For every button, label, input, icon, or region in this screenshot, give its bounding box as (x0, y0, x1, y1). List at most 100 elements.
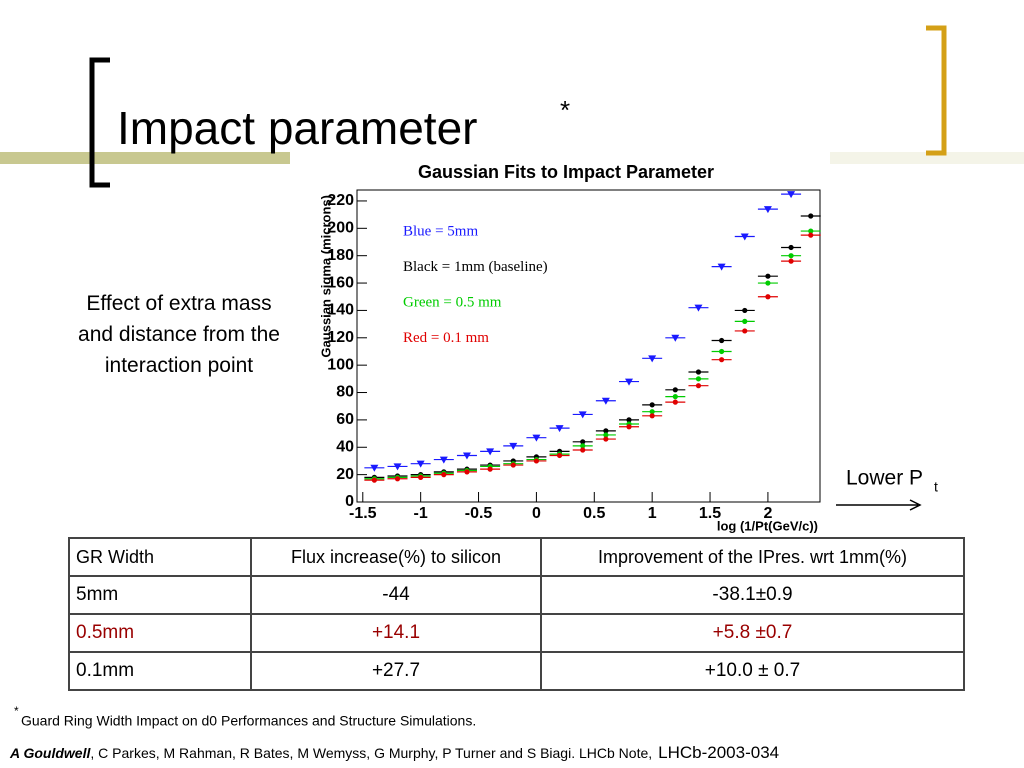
lower-pt-sub: t (934, 479, 938, 495)
point (626, 424, 632, 430)
citation: A Gouldwell, C Parkes, M Rahman, R Bates… (9, 743, 779, 762)
table-cell: 0.1mm (68, 651, 252, 691)
point (580, 439, 586, 445)
point (418, 474, 424, 480)
point (603, 436, 609, 442)
x-tick-label: 0.5 (583, 505, 605, 522)
y-tick-label: 20 (336, 466, 354, 483)
y-tick-label: 140 (327, 302, 354, 319)
point (649, 409, 655, 415)
point (441, 472, 447, 478)
point (486, 448, 495, 456)
point (808, 228, 814, 234)
x-tick-label: 1.5 (699, 505, 721, 522)
point (671, 334, 680, 342)
point (788, 253, 794, 259)
x-tick-label: 2 (763, 505, 772, 522)
point (717, 263, 726, 271)
x-tick-label: -0.5 (465, 505, 493, 522)
results-table: GR Width Flux increase(%) to silicon Imp… (68, 537, 965, 691)
y-tick-label: 0 (345, 493, 354, 510)
title-bar (0, 152, 290, 164)
point (626, 417, 632, 423)
y-tick-label: 160 (327, 274, 354, 291)
y-tick-label: 180 (327, 247, 354, 264)
point (464, 469, 470, 475)
point (672, 399, 678, 405)
point (625, 378, 634, 386)
point (533, 458, 540, 464)
y-tick-label: 220 (327, 192, 354, 209)
point (788, 258, 794, 264)
legend-entry: Green = 0.5 mm (403, 294, 502, 310)
citation-rest: , C Parkes, M Rahman, R Bates, M Wemyss,… (90, 745, 652, 761)
point (808, 213, 814, 219)
table-row: 0.1mm +27.7 +10.0 ± 0.7 (68, 651, 965, 691)
footnote: Guard Ring Width Impact on d0 Performanc… (21, 713, 476, 729)
point (394, 476, 401, 482)
table-row: 0.5mm +14.1 +5.8 ±0.7 (68, 613, 965, 653)
table-cell: +14.1 (250, 613, 542, 653)
point (649, 413, 655, 419)
point (765, 294, 771, 300)
table-cell: -38.1±0.9 (540, 575, 965, 615)
slide-title: Impact parameter (117, 102, 477, 154)
point (487, 466, 493, 472)
point (763, 206, 772, 214)
point (808, 232, 814, 238)
title-mark: * (560, 95, 570, 125)
point (719, 348, 725, 355)
point (510, 462, 516, 468)
header-cell: GR Width (68, 537, 252, 577)
y-tick-label: 60 (336, 411, 354, 428)
point (788, 244, 794, 251)
side-text: Effect of extra mass and distance from t… (78, 292, 280, 377)
plot-frame (356, 189, 821, 503)
y-tick-label: 100 (327, 356, 354, 373)
x-tick-label: -1 (414, 505, 428, 522)
table-cell: +5.8 ±0.7 (540, 613, 965, 653)
y-tick-label: 200 (327, 220, 354, 237)
citation-lead: A Gouldwell (9, 745, 91, 761)
point (719, 337, 725, 344)
point (740, 233, 749, 241)
table-cell: 5mm (68, 575, 252, 615)
point (695, 369, 702, 375)
legend-entry: Red = 0.1 mm (403, 330, 489, 346)
point (439, 456, 448, 464)
point (742, 318, 748, 324)
table-cell: -44 (250, 575, 542, 615)
table-cell: +10.0 ± 0.7 (540, 651, 965, 691)
legend-entry: Blue = 5mm (403, 223, 478, 239)
point (580, 443, 586, 449)
point (580, 447, 586, 453)
header-cell: Improvement of the IPres. wrt 1mm(%) (540, 537, 965, 577)
table-cell: 0.5mm (68, 613, 252, 653)
point (672, 394, 678, 400)
y-tick-label: 40 (336, 438, 354, 455)
point (371, 477, 377, 483)
point (416, 460, 425, 468)
x-tick-label: -1.5 (349, 505, 377, 522)
point (603, 428, 609, 434)
table-cell: +27.7 (250, 651, 542, 691)
header-row: GR Width Flux increase(%) to silicon Imp… (68, 537, 965, 577)
point (765, 273, 771, 279)
point (648, 355, 657, 363)
legend-entry: Black = 1mm (baseline) (403, 259, 548, 275)
point (578, 411, 587, 419)
y-tick-label: 80 (336, 384, 354, 401)
y-tick-label: 120 (327, 329, 354, 346)
title-bar-right (830, 152, 1024, 164)
bracket-left (89, 57, 110, 188)
chart-title: Gaussian Fits to Impact Parameter (418, 162, 714, 182)
point (601, 397, 610, 405)
point (393, 463, 402, 471)
point (556, 452, 563, 459)
point (742, 307, 748, 314)
point (787, 191, 796, 199)
point (694, 304, 703, 312)
point (509, 442, 518, 450)
